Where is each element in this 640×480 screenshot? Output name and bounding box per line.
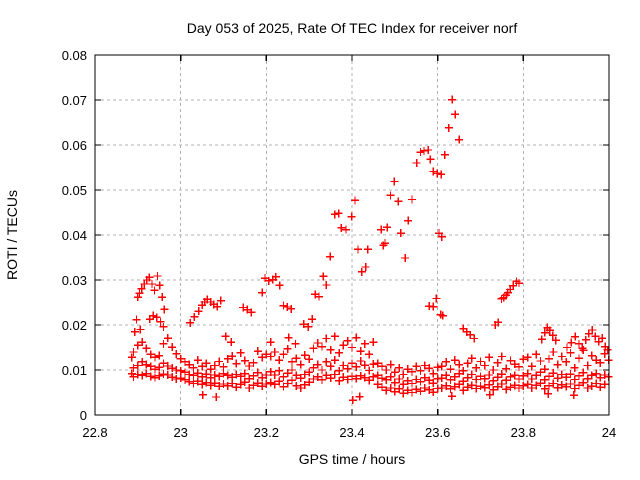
y-tick-label: 0.05 <box>62 183 87 198</box>
y-tick-label: 0 <box>80 408 87 423</box>
y-tick-label: 0.04 <box>62 228 87 243</box>
x-tick-label: 23.4 <box>339 425 364 440</box>
axis-layer: 22.8 23 23.2 23.4 23.6 23.8 24 0 0.01 0.02 0.03 0.0… <box>62 48 617 440</box>
y-tick-label: 0.01 <box>62 363 87 378</box>
y-tick-label: 0.06 <box>62 138 87 153</box>
data-points <box>127 95 613 405</box>
y-tick-label: 0.02 <box>62 318 87 333</box>
x-tick-label: 23 <box>173 425 187 440</box>
x-axis-label: GPS time / hours <box>299 451 406 467</box>
x-tick-label: 23.2 <box>254 425 279 440</box>
x-tick-label: 23.6 <box>425 425 450 440</box>
x-tick-label: 23.8 <box>511 425 536 440</box>
chart-title: Day 053 of 2025, Rate Of TEC Index for r… <box>187 20 518 36</box>
y-axis-label: ROTI / TECUs <box>4 190 20 280</box>
x-tick-label: 24 <box>602 425 616 440</box>
y-tick-label: 0.07 <box>62 93 87 108</box>
data-layer <box>127 95 613 405</box>
y-tick-label: 0.08 <box>62 48 87 63</box>
x-tick-label: 22.8 <box>82 425 107 440</box>
y-tick-label: 0.03 <box>62 273 87 288</box>
